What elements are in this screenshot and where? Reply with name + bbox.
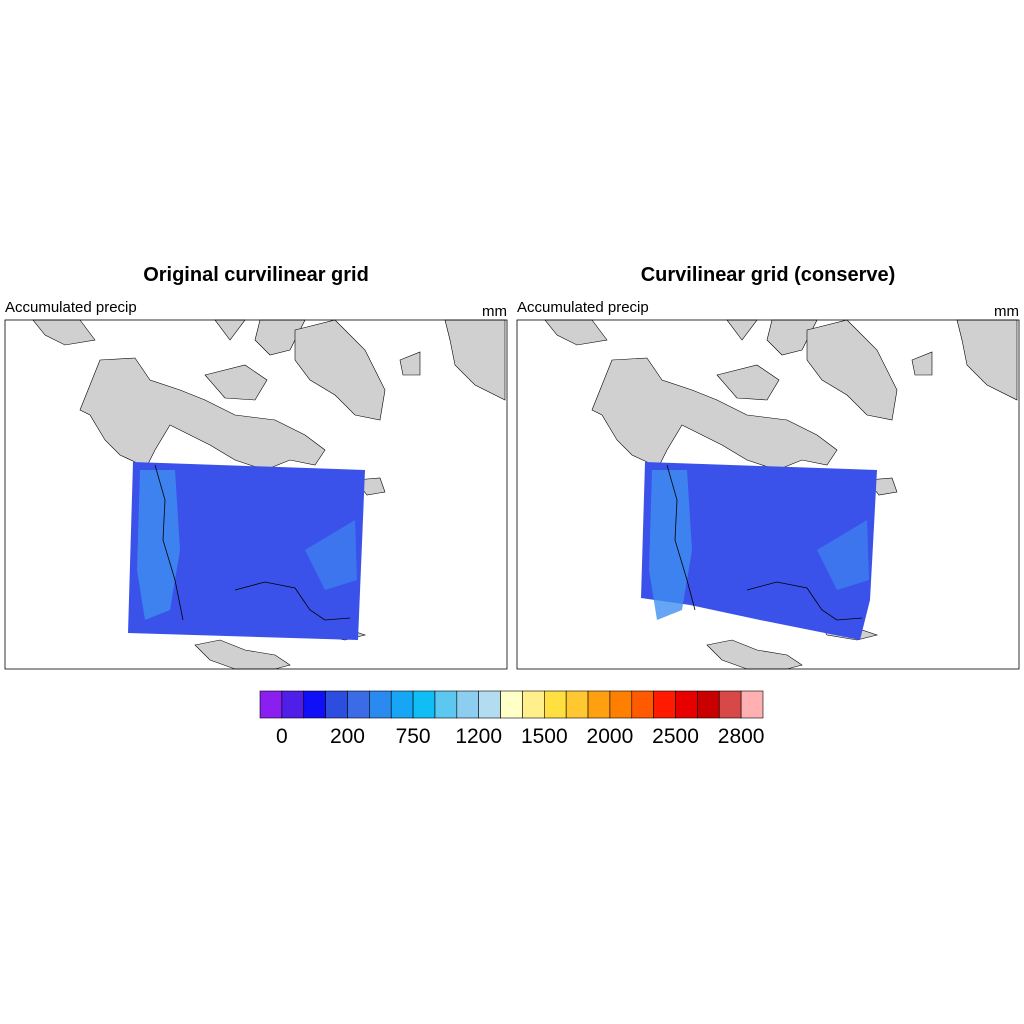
colorbar-box	[631, 690, 654, 719]
coastline	[746, 581, 863, 621]
colorbar-box	[259, 690, 283, 719]
precip-field	[128, 462, 365, 640]
colorbar-label: 750	[396, 725, 431, 748]
map-frame	[516, 319, 1020, 670]
map	[516, 319, 1020, 670]
land	[79, 357, 326, 471]
colorbar-label: 200	[330, 725, 365, 748]
precip-patch	[137, 470, 180, 620]
right-string: mm	[994, 303, 1019, 320]
left-string: Accumulated precip	[5, 299, 137, 316]
colorbar-box	[281, 690, 305, 719]
colorbar-box	[369, 690, 392, 719]
panel-title: Original curvilinear grid	[143, 264, 369, 286]
coastline	[154, 464, 184, 621]
precip-field	[641, 462, 877, 640]
land	[204, 364, 268, 401]
coastline	[234, 581, 351, 621]
coastline	[666, 464, 696, 611]
panel-title: Curvilinear grid (conserve)	[641, 264, 896, 286]
land	[706, 639, 803, 670]
colorbar-box	[456, 690, 479, 719]
precip-patch	[817, 520, 869, 590]
colorbar-box	[544, 690, 567, 719]
map-frame	[4, 319, 508, 670]
colorbar-box	[412, 690, 436, 719]
map	[4, 319, 508, 670]
colorbar-box	[587, 690, 611, 719]
land	[716, 364, 780, 401]
left-string: Accumulated precip	[517, 299, 649, 316]
colorbar-box	[740, 690, 764, 719]
colorbar-box	[718, 690, 742, 719]
colorbar-box	[609, 690, 633, 719]
colorbar-label: 1200	[455, 725, 502, 748]
right-string: mm	[482, 303, 507, 320]
land	[806, 319, 898, 421]
colorbar-box	[653, 690, 676, 719]
colorbar-box	[434, 690, 458, 719]
colorbar-box	[303, 690, 326, 719]
colorbar-box	[390, 690, 414, 719]
land	[591, 357, 838, 471]
land	[911, 351, 933, 376]
colorbar-box	[478, 690, 501, 719]
colorbar-label: 2500	[652, 725, 699, 748]
colorbar-label: 1500	[521, 725, 568, 748]
land	[399, 351, 421, 376]
colorbar-box	[500, 690, 523, 719]
colorbar-label: 0	[276, 725, 288, 748]
colorbar-box	[325, 690, 348, 719]
colorbar-box	[565, 690, 589, 719]
colorbar-label: 2000	[587, 725, 634, 748]
colorbar-box	[347, 690, 370, 719]
precip-patch	[649, 470, 692, 620]
colorbar-box	[675, 690, 698, 719]
land	[294, 319, 386, 421]
colorbar-box	[522, 690, 545, 719]
colorbar-box	[697, 690, 720, 719]
precip-patch	[305, 520, 357, 590]
land	[194, 639, 291, 670]
colorbar-label: 2800	[718, 725, 765, 748]
